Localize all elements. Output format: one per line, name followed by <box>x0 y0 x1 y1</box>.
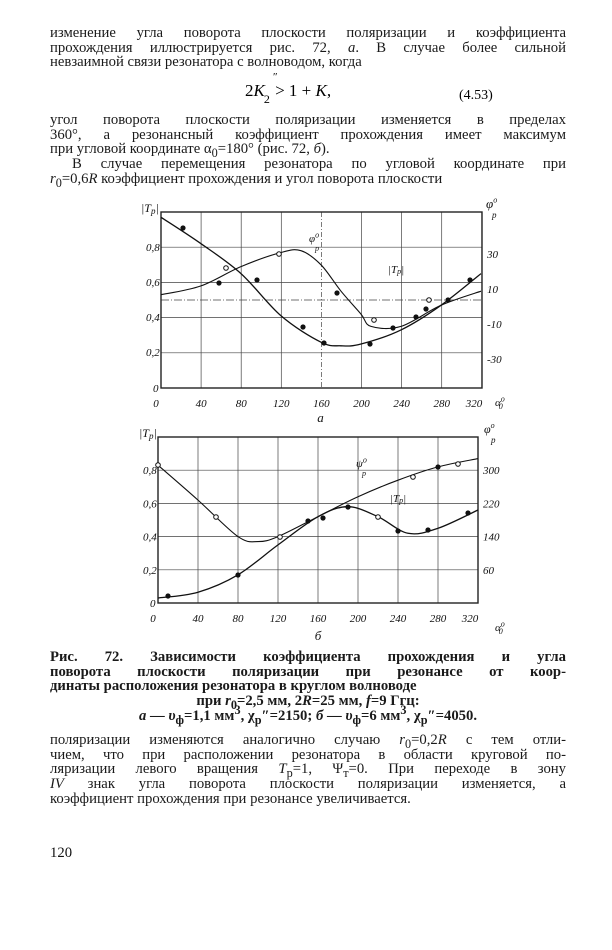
svg-text:40: 40 <box>196 398 208 410</box>
svg-text:40: 40 <box>193 613 205 625</box>
svg-text:0,4: 0,4 <box>146 312 160 324</box>
svg-text:320: 320 <box>465 398 483 410</box>
svg-text:320: 320 <box>461 613 479 625</box>
svg-text:120: 120 <box>273 398 290 410</box>
svg-text:10: 10 <box>487 284 499 296</box>
svg-text:60: 60 <box>483 565 495 577</box>
svg-text:0: 0 <box>150 598 156 610</box>
svg-text:30: 30 <box>486 249 499 261</box>
svg-text:0,6: 0,6 <box>146 277 160 289</box>
svg-text:0,6: 0,6 <box>143 498 157 510</box>
svg-text:120: 120 <box>270 613 287 625</box>
svg-text:140: 140 <box>483 532 500 544</box>
svg-text:280: 280 <box>433 398 450 410</box>
svg-text:200: 200 <box>353 398 370 410</box>
svg-text:0: 0 <box>150 613 156 625</box>
svg-text:-10: -10 <box>487 319 502 331</box>
svg-text:-30: -30 <box>487 354 502 366</box>
svg-text:280: 280 <box>430 613 447 625</box>
svg-text:160: 160 <box>313 398 330 410</box>
svg-text:0,2: 0,2 <box>146 347 160 359</box>
svg-text:160: 160 <box>310 613 327 625</box>
svg-text:0,8: 0,8 <box>146 242 160 254</box>
svg-text:240: 240 <box>390 613 407 625</box>
svg-text:0: 0 <box>153 398 159 410</box>
svg-text:220: 220 <box>483 498 500 510</box>
svg-text:0: 0 <box>153 383 159 395</box>
svg-text:300: 300 <box>482 465 500 477</box>
svg-text:200: 200 <box>350 613 367 625</box>
svg-text:0,2: 0,2 <box>143 565 157 577</box>
svg-text:0,4: 0,4 <box>143 532 157 544</box>
svg-text:240: 240 <box>393 398 410 410</box>
svg-text:80: 80 <box>236 398 248 410</box>
svg-text:0,8: 0,8 <box>143 465 157 477</box>
svg-text:80: 80 <box>233 613 245 625</box>
